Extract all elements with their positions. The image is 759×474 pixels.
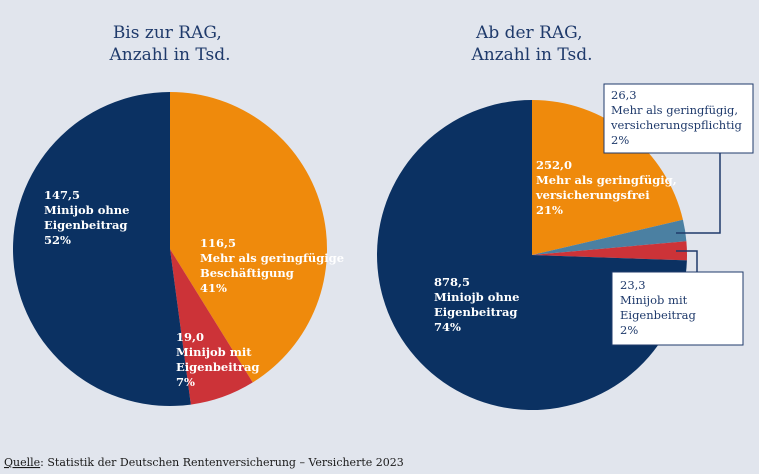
pie-slice-0-0 [170,92,327,383]
callout-line-minijob-mit [676,250,698,272]
pie-slice-0-2 [13,92,191,406]
title-before-rag: Bis zur RAG, Anzahl in Tsd. [108,23,230,65]
source-prefix: Quelle [4,456,40,469]
source-text: : Statistik der Deutschen Rentenversiche… [40,456,404,469]
pie-after-rag [377,100,688,411]
source-note: Quelle: Statistik der Deutschen Rentenve… [4,456,404,469]
label-left-mehr-als-geringfuegig: 116,5 Mehr als geringfügige Beschäftigun… [200,236,348,295]
pie-slice-0-1 [170,249,253,405]
callout-box-versicherungspflichtig [603,83,754,154]
pie-slice-1-3 [377,100,687,411]
callout-box-minijob-mit [611,271,744,346]
pie-slice-1-1 [532,219,687,255]
pie-before-rag [13,92,327,406]
label-right-versicherungsfrei: 252,0 Mehr als geringfügig, versicherung… [535,158,681,217]
title-after-rag: Ab der RAG, Anzahl in Tsd. [470,23,592,65]
pie-slice-1-0 [532,100,683,255]
label-left-minijob-mit: 19,0 Minijob mit Eigenbeitrag 7% [176,330,263,389]
label-left-minijob-ohne: 147,5 Minijob ohne Eigenbeitrag 52% [44,188,133,247]
callout-line-versicherungspflichtig [676,153,721,234]
label-right-versicherungspflichtig: 26,3 Mehr als geringfügig, versicherungs… [610,88,745,147]
label-right-minijob-ohne: 878,5 Miniojb ohne Eigenbeitrag 74% [434,275,523,334]
pie-slice-1-2 [532,241,688,261]
label-right-minijob-mit: 23,3 Minijob mit Eigenbeitrag 2% [620,278,699,337]
